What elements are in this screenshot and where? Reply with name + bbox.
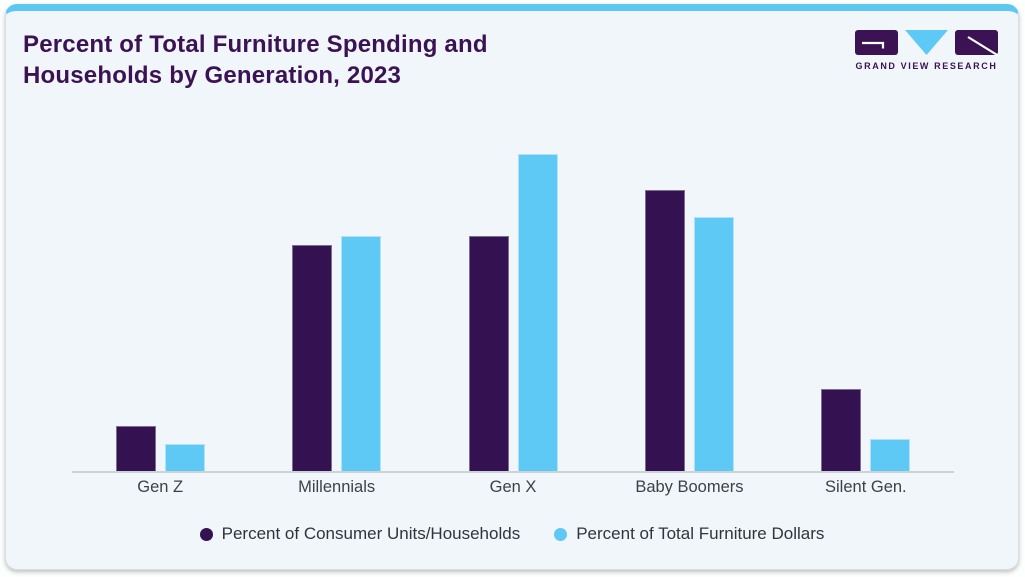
bar-series1-2 [341,236,382,471]
legend-dot-icon [199,527,213,541]
bar-series1-3 [517,154,558,471]
legend-dot-icon [554,527,568,541]
bar-series0-1 [115,426,156,471]
bar-group-gen-x [425,147,601,471]
legend-item-2: Percent of Total Furniture Dollars [554,524,824,544]
x-axis-label-3: Gen X [489,478,537,496]
x-axis-label-4: Baby Boomers [635,478,744,496]
x-axis-label-5: Silent Gen. [825,478,907,496]
chart-card: Percent of Total Furniture Spending and … [5,4,1019,570]
brand-logo-wordmark: GRAND VIEW RESEARCH [855,61,998,71]
bar-group-gen-z [72,147,248,471]
bar-series0-5 [821,389,862,471]
chart-title-line1: Percent of Total Furniture Spending and [23,31,488,58]
bar-series1-5 [870,439,911,471]
legend-label: Percent of Consumer Units/Households [221,524,521,543]
bar-series0-3 [468,236,509,471]
bar-series0-4 [644,190,685,471]
bar-group-millennials [248,147,424,471]
bar-group-silent-gen [778,147,954,471]
brand-logo: GRAND VIEW RESEARCH [855,30,998,71]
bar-series0-2 [292,245,333,471]
bar-series1-4 [693,217,734,471]
gvr-logo-icon [855,30,998,56]
bar-group-baby-boomers [601,147,777,471]
legend-label: Percent of Total Furniture Dollars [576,524,825,543]
x-axis-label-2: Millennials [298,478,376,496]
chart-title-line2: Households by Generation, 2023 [23,62,402,89]
chart-legend: Percent of Consumer Units/Households Perc… [6,524,1018,544]
x-axis-labels: Gen Z Millennials Gen X Baby Boomers Silent … [72,477,954,497]
x-axis-label-1: Gen Z [137,478,184,496]
chart-title: Percent of Total Furniture Spending and … [23,29,488,91]
plot-area [72,147,954,473]
bar-series1-1 [164,444,205,471]
legend-item-1: Percent of Consumer Units/Households [199,524,521,544]
